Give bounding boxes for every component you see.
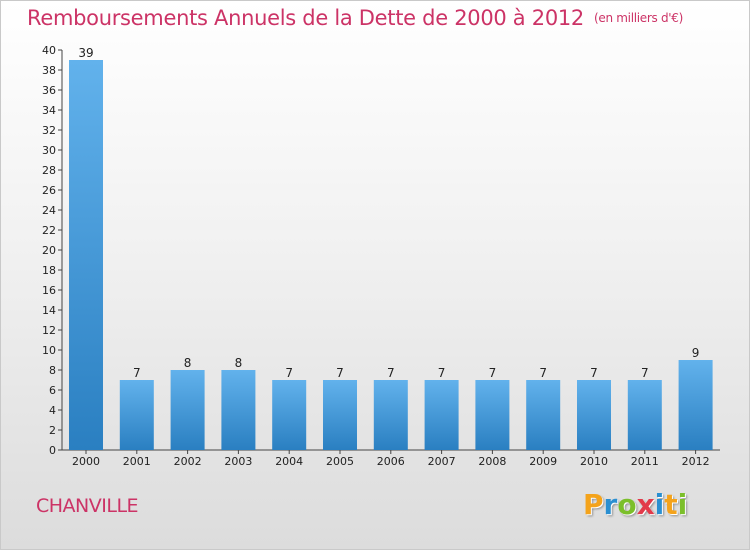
logo-letter: o <box>617 488 637 521</box>
chart-title-text: Remboursements Annuels de la Dette de 20… <box>27 6 584 30</box>
logo-letter: t <box>664 488 678 521</box>
x-tick-label: 2004 <box>275 455 303 468</box>
bar <box>69 60 103 450</box>
y-tick-label: 10 <box>42 344 56 357</box>
x-tick-label: 2009 <box>529 455 557 468</box>
y-tick-label: 14 <box>42 304 56 317</box>
x-tick-label: 2012 <box>682 455 710 468</box>
bar-value-label: 8 <box>184 356 192 370</box>
bar-value-label: 7 <box>285 366 293 380</box>
x-tick-label: 2000 <box>72 455 100 468</box>
y-tick-label: 6 <box>49 384 56 397</box>
y-tick-label: 26 <box>42 184 56 197</box>
x-tick-label: 2005 <box>326 455 354 468</box>
bar <box>577 380 611 450</box>
bar-value-label: 9 <box>692 346 700 360</box>
y-tick-label: 22 <box>42 224 56 237</box>
x-tick-label: 2002 <box>174 455 202 468</box>
chart-bars <box>69 60 713 450</box>
proxiti-logo: Proxiti <box>583 488 687 521</box>
y-tick-label: 0 <box>49 444 56 457</box>
logo-letter: P <box>583 488 604 521</box>
bar <box>272 380 307 450</box>
y-tick-label: 40 <box>42 44 56 57</box>
y-tick-label: 36 <box>42 84 56 97</box>
bar <box>526 380 561 450</box>
bar <box>170 370 205 450</box>
y-tick-label: 32 <box>42 124 56 137</box>
bar-value-label: 7 <box>438 366 446 380</box>
bar <box>627 380 662 450</box>
x-tick-label: 2003 <box>224 455 252 468</box>
bar <box>475 380 510 450</box>
bar <box>221 370 256 450</box>
bar <box>119 380 154 450</box>
y-tick-label: 18 <box>42 264 56 277</box>
bar <box>678 360 713 450</box>
bar-value-label: 7 <box>489 366 497 380</box>
y-tick-label: 16 <box>42 284 56 297</box>
bar-value-label: 7 <box>641 366 649 380</box>
x-tick-label: 2011 <box>631 455 659 468</box>
bar <box>323 380 357 450</box>
y-tick-label: 28 <box>42 164 56 177</box>
y-tick-label: 12 <box>42 324 56 337</box>
bar <box>373 380 408 450</box>
bar-value-label: 8 <box>235 356 243 370</box>
bar-value-label: 7 <box>539 366 547 380</box>
chart-labels: 39 7 8 8 7 7 7 7 7 7 7 7 9 <box>78 46 699 380</box>
y-tick-label: 30 <box>42 144 56 157</box>
x-tick-label: 2010 <box>580 455 608 468</box>
chart-title: Remboursements Annuels de la Dette de 20… <box>27 6 683 30</box>
logo-letter: r <box>603 488 618 521</box>
bar-value-label: 7 <box>590 366 598 380</box>
x-tick-label: 2008 <box>478 455 506 468</box>
y-tick-label: 24 <box>42 204 56 217</box>
commune-name: CHANVILLE <box>36 495 139 517</box>
y-tick-label: 38 <box>42 64 56 77</box>
bar-value-label: 7 <box>133 366 141 380</box>
y-tick-label: 8 <box>49 364 56 377</box>
x-tick-label: 2006 <box>377 455 405 468</box>
x-tick-label: 2007 <box>428 455 456 468</box>
bar-value-label: 7 <box>336 366 344 380</box>
y-tick-label: 20 <box>42 244 56 257</box>
y-tick-label: 4 <box>49 404 56 417</box>
logo-letter: x <box>636 488 655 521</box>
y-tick-label: 34 <box>42 104 56 117</box>
chart-subtitle: (en milliers d'€) <box>594 11 684 25</box>
bar <box>424 380 459 450</box>
x-tick-label: 2001 <box>123 455 151 468</box>
logo-letter: i <box>654 488 665 521</box>
bar-value-label: 39 <box>78 46 93 60</box>
y-tick-label: 2 <box>49 424 56 437</box>
logo-letter: i <box>677 488 688 521</box>
bar-value-label: 7 <box>387 366 395 380</box>
